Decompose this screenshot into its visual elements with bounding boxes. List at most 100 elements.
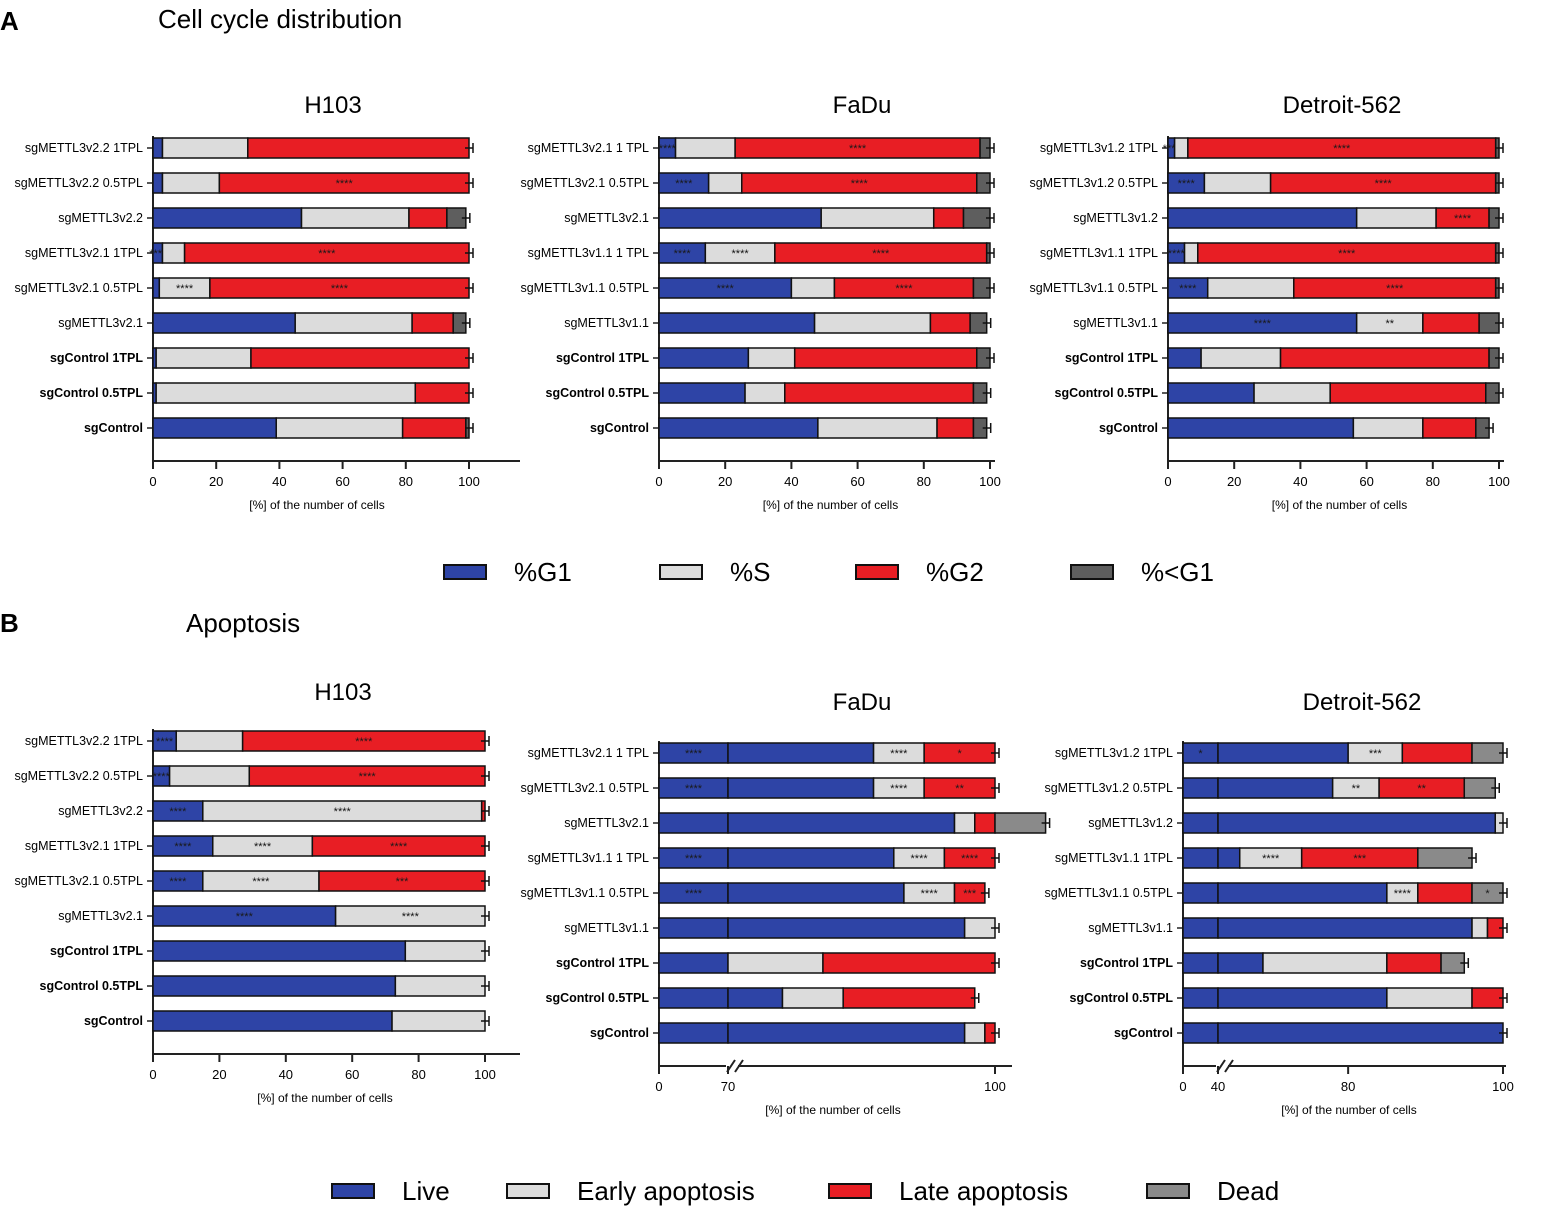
bar-segment-s <box>813 312 932 334</box>
row-label: sgMETTL3v2.1 1 TPL <box>528 746 649 760</box>
bar-segment-s <box>817 417 938 439</box>
significance-mark: **** <box>911 853 929 865</box>
bar-segment-live <box>727 917 966 939</box>
bar-segment-s <box>820 207 935 229</box>
bar-segment-live <box>1217 847 1241 869</box>
row-label: sgMETTL3v1.2 <box>1088 816 1173 830</box>
significance-mark: **** <box>254 841 272 853</box>
x-tick-label: 40 <box>1293 474 1307 489</box>
bar-segment-s <box>161 242 186 264</box>
axis-break-mark <box>1224 1059 1234 1073</box>
x-tick-label: 20 <box>209 474 223 489</box>
chart-4: FaDu 0 70 100 [%] of the number of cells sgME… <box>520 689 1051 1117</box>
bar-segment-g1 <box>1167 382 1255 404</box>
significance-mark: **** <box>685 783 703 795</box>
row-label: sgMETTL3v1.1 1 TPL <box>528 246 649 260</box>
significance-mark: **** <box>169 806 187 818</box>
x-tick-label: 40 <box>784 474 798 489</box>
x-axis-label: [%] of the number of cells <box>1281 1103 1416 1117</box>
bar-segment-earlyapoptosis <box>391 1010 486 1032</box>
row-label: sgControl 1TPL <box>556 956 649 970</box>
significance-mark: **** <box>334 806 352 818</box>
bar-segment-dead <box>1463 777 1497 799</box>
chart-5: Detroit-562 0 40 80 100 [%] of the number of … <box>1044 689 1513 1117</box>
bar-segment-earlyapoptosis <box>963 1022 986 1044</box>
bar-segment-earlyapoptosis <box>963 917 996 939</box>
significance-mark: *** <box>1369 748 1383 760</box>
significance-mark: **** <box>1168 248 1186 260</box>
bar-segment-live <box>1217 917 1473 939</box>
row-label: sgControl 0.5TPL <box>546 991 650 1005</box>
panel-b-title: Apoptosis <box>186 608 300 638</box>
row-label: sgMETTL3v1.1 1TPL <box>1055 851 1173 865</box>
row-label: sgMETTL3v2.2 0.5TPL <box>14 769 143 783</box>
significance-mark: **** <box>156 736 174 748</box>
bar-segment-earlyapoptosis <box>1262 952 1388 974</box>
bar-segment-s <box>1200 347 1282 369</box>
bar-segment-s <box>1253 382 1331 404</box>
bar-segment-s <box>744 382 786 404</box>
significance-mark: **** <box>1338 248 1356 260</box>
significance-mark: **** <box>685 748 703 760</box>
chart-title: H103 <box>304 92 361 119</box>
legend-swatch <box>1146 1183 1190 1199</box>
legend-label: Dead <box>1217 1176 1279 1206</box>
row-label: sgMETTL3v2.2 1TPL <box>25 141 143 155</box>
x-tick-label: 80 <box>917 474 931 489</box>
x-tick-label: 0 <box>1179 1079 1186 1094</box>
bar-segment-lateapoptosis <box>1386 952 1442 974</box>
row-label: sgControl <box>1114 1026 1173 1040</box>
chart-2: Detroit-562 0 20 40 60 80 100 [%] of the number… <box>1029 92 1509 512</box>
bar-segment-live <box>1182 847 1219 869</box>
bar-segment-g2 <box>401 417 467 439</box>
bar-segment-live <box>1217 987 1388 1009</box>
significance-mark: **** <box>318 248 336 260</box>
chart-1: FaDu 0 20 40 60 80 100 [%] of the number of cel… <box>520 92 1000 512</box>
row-label: sgMETTL3v1.2 <box>1073 211 1158 225</box>
bar-segment-g2 <box>1422 417 1477 439</box>
x-tick-label: 0 <box>149 1067 156 1082</box>
bar-segment-g2 <box>793 347 978 369</box>
significance-mark: **** <box>872 248 890 260</box>
significance-mark: **** <box>921 888 939 900</box>
bar-segment-lateapoptosis <box>974 812 996 834</box>
bar-segment-live <box>727 1022 966 1044</box>
bar-segment-live <box>1182 952 1219 974</box>
row-label: sgMETTL3v2.1 <box>564 816 649 830</box>
row-label: sgControl <box>590 421 649 435</box>
bar-segment-live <box>658 917 729 939</box>
row-label: sgControl 1TPL <box>556 351 649 365</box>
bar-segment-s <box>1183 242 1199 264</box>
significance-mark: **** <box>336 178 354 190</box>
significance-mark: ** <box>1385 318 1394 330</box>
significance-mark: **** <box>895 283 913 295</box>
significance-mark: **** <box>1179 283 1197 295</box>
bar-segment-earlyapoptosis <box>727 952 824 974</box>
bar-segment-g2 <box>1422 312 1480 334</box>
legend-label: Late apoptosis <box>899 1176 1068 1206</box>
significance-mark: **** <box>1178 178 1196 190</box>
significance-mark: **** <box>1262 853 1280 865</box>
significance-mark: **** <box>331 283 349 295</box>
significance-mark: **** <box>402 911 420 923</box>
row-label: sgMETTL3v2.2 0.5TPL <box>14 176 143 190</box>
bar-segment-g1 <box>1167 207 1358 229</box>
row-label: sgControl <box>1099 421 1158 435</box>
legend-label: %G1 <box>514 557 572 587</box>
bar-segment-live <box>658 812 729 834</box>
significance-mark: **** <box>236 911 254 923</box>
significance-mark: **** <box>1375 178 1393 190</box>
row-label: sgControl <box>84 421 143 435</box>
x-tick-label: 60 <box>1359 474 1373 489</box>
bar-segment-s <box>161 137 249 159</box>
bar-segment-s <box>294 312 413 334</box>
legend-label: Early apoptosis <box>577 1176 755 1206</box>
row-label: sgMETTL3v1.1 <box>564 921 649 935</box>
x-tick-label: 60 <box>335 474 349 489</box>
x-tick-label: 20 <box>212 1067 226 1082</box>
bar-segment-s <box>155 382 417 404</box>
significance-mark: **** <box>1333 143 1351 155</box>
significance-mark: **** <box>359 771 377 783</box>
panel-a-letter: A <box>0 6 19 36</box>
row-label: sgMETTL3v1.2 1TPL <box>1055 746 1173 760</box>
